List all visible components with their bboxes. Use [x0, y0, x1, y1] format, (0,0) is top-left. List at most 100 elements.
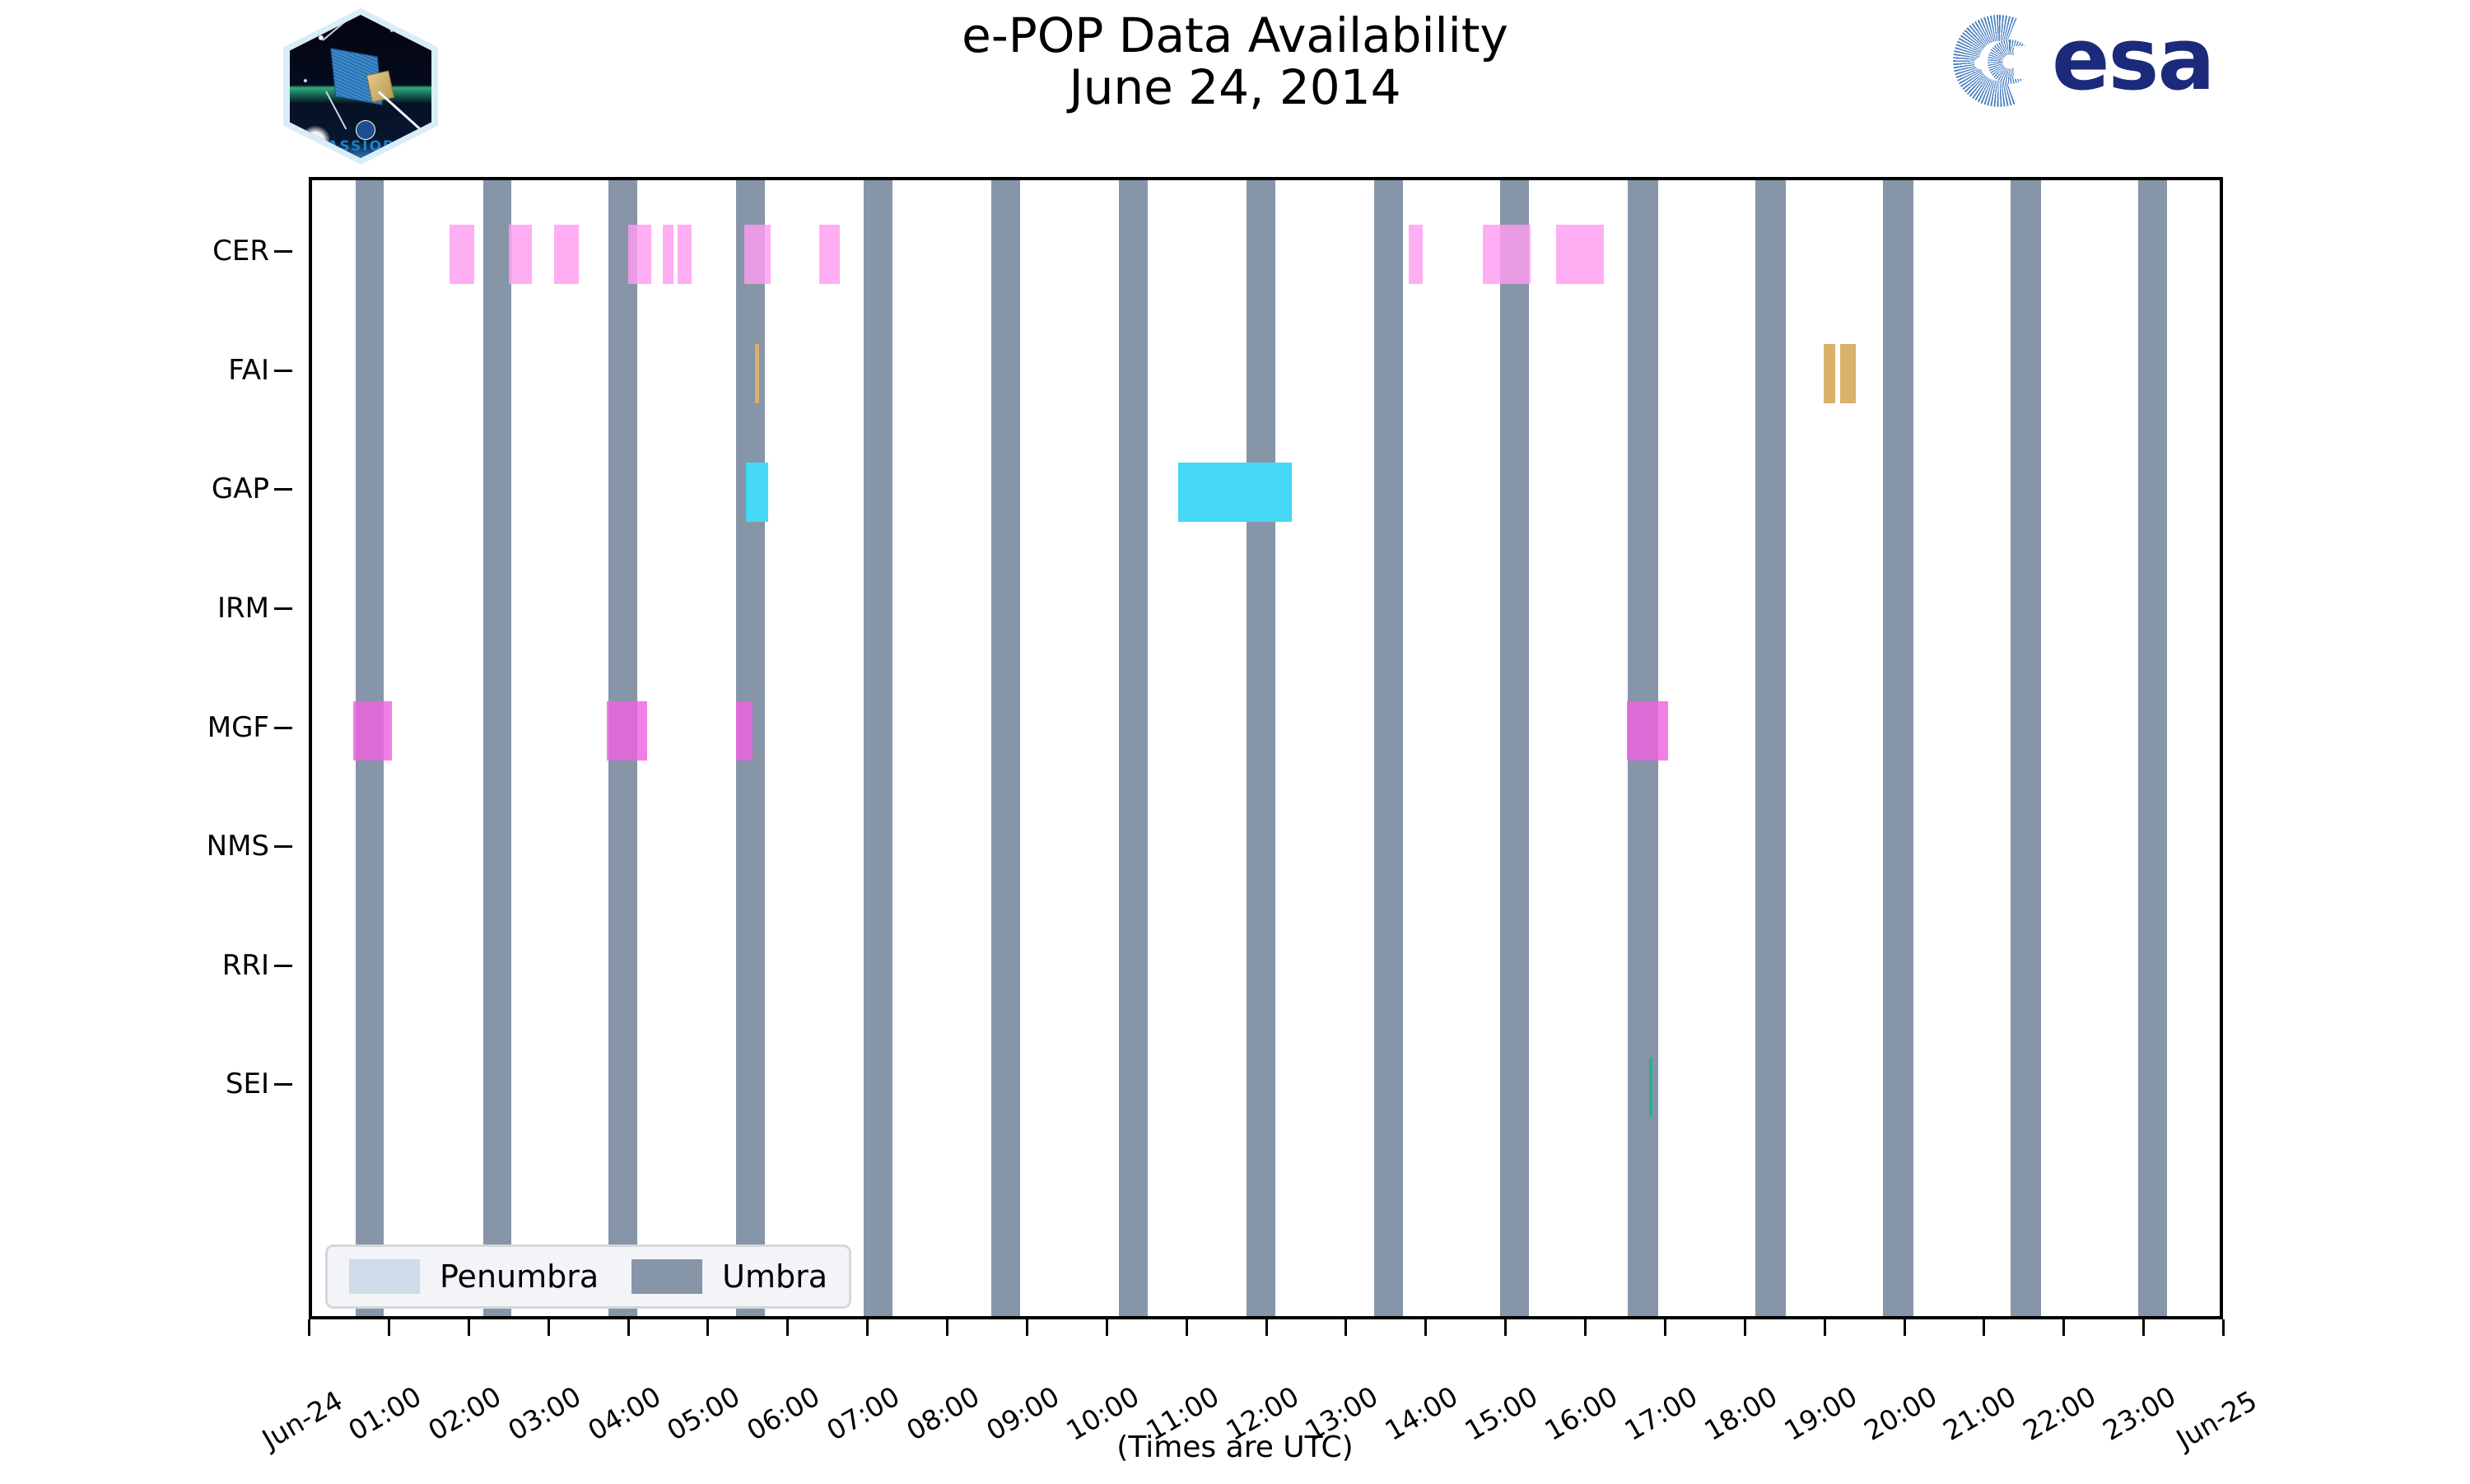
x-tick-mark — [1424, 1319, 1428, 1336]
data-bar-sei — [1648, 1058, 1652, 1118]
data-bar-mgf — [736, 700, 753, 761]
umbra-band — [864, 180, 893, 1316]
legend-item-penumbra: Penumbra — [349, 1258, 599, 1295]
x-tick-mark — [1584, 1319, 1587, 1336]
y-tick-mark — [274, 369, 292, 372]
y-tick-label-sei: SEI — [225, 1068, 269, 1101]
x-tick-mark — [1345, 1319, 1348, 1336]
y-tick-mark — [274, 250, 292, 254]
y-tick-mark — [274, 964, 292, 967]
y-tick-mark — [274, 1083, 292, 1086]
data-bar-cer — [627, 225, 651, 285]
cassiope-logo-text: CASSIOPE — [315, 138, 407, 155]
data-bar-fai — [754, 343, 759, 403]
x-tick-mark — [866, 1319, 869, 1336]
x-tick-mark — [786, 1319, 790, 1336]
data-bar-fai — [1840, 343, 1856, 403]
cassiope-hex-badge: CASSIOPE — [278, 5, 443, 168]
data-bar-mgf — [1626, 700, 1668, 761]
umbra-band — [2011, 180, 2042, 1316]
y-tick-label-mgf: MGF — [207, 710, 269, 744]
y-tick-label-rri: RRI — [221, 948, 269, 982]
esa-emblem-icon — [1951, 13, 2048, 109]
y-tick-label-irm: IRM — [217, 592, 269, 626]
x-tick-mark — [1983, 1319, 1986, 1336]
legend-label-umbra: Umbra — [722, 1258, 828, 1295]
legend: Penumbra Umbra — [325, 1244, 852, 1309]
x-tick-mark — [467, 1319, 470, 1336]
x-tick-mark — [1823, 1319, 1826, 1336]
x-tick-mark — [2062, 1319, 2066, 1336]
y-axis: CER FAI GAP IRM MGF NMS RRI SEI — [0, 177, 309, 1319]
x-tick-mark — [547, 1319, 550, 1336]
plot-area — [309, 177, 2223, 1319]
esa-wordmark: esa — [2052, 9, 2216, 109]
x-axis-label: (Times are UTC) — [1116, 1431, 1354, 1464]
x-tick-mark — [387, 1319, 390, 1336]
data-bar-cer — [449, 225, 474, 285]
y-tick-label-gap: GAP — [211, 472, 269, 506]
data-bar-gap — [746, 463, 769, 523]
x-tick-mark — [1025, 1319, 1028, 1336]
umbra-band — [1374, 180, 1404, 1316]
x-tick-mark — [308, 1319, 310, 1336]
esa-inner-cut — [2014, 46, 2039, 79]
y-tick-mark — [274, 488, 292, 491]
umbra-band — [1119, 180, 1149, 1316]
legend-swatch-umbra — [631, 1259, 703, 1294]
data-bar-cer — [1409, 225, 1423, 285]
y-tick-mark — [274, 845, 292, 849]
x-axis: Jun-24 01:00 02:00 03:00 04:00 05:00 06:00 07:0… — [257, 1319, 2263, 1484]
umbra-band — [1883, 180, 1914, 1316]
data-bar-cer — [819, 225, 841, 285]
umbra-band — [1500, 180, 1530, 1316]
page-header: CASSIOPE e-POP Data Availability June 24… — [0, 0, 2470, 177]
y-tick-mark — [274, 607, 292, 611]
x-tick-mark — [946, 1319, 948, 1336]
x-tick-mark — [1663, 1319, 1666, 1336]
esa-dot-icon — [1974, 58, 1986, 69]
plot-canvas — [312, 180, 2220, 1316]
umbra-band — [483, 180, 512, 1316]
legend-item-umbra: Umbra — [631, 1258, 827, 1295]
x-tick-mark — [2222, 1319, 2225, 1336]
cassiope-logo: CASSIOPE — [278, 5, 443, 168]
y-tick-label-fai: FAI — [228, 353, 269, 387]
x-tick-mark — [1185, 1319, 1188, 1336]
satellite-body-icon — [366, 70, 395, 103]
x-tick-mark — [1265, 1319, 1268, 1336]
x-tick-mark — [1105, 1319, 1108, 1336]
page-title: e-POP Data Availability June 24, 2014 — [576, 10, 1894, 113]
umbra-band — [2138, 180, 2168, 1316]
data-bar-cer — [663, 225, 673, 285]
y-tick-label-nms: NMS — [206, 830, 269, 863]
umbra-band — [1755, 180, 1787, 1316]
x-tick-mark — [2142, 1319, 2146, 1336]
legend-swatch-penumbra — [349, 1259, 420, 1294]
satellite-beam-icon — [378, 91, 425, 133]
legend-label-penumbra: Penumbra — [440, 1258, 599, 1295]
data-bar-cer — [1556, 225, 1605, 285]
y-tick-label-cer: CER — [212, 235, 269, 268]
data-bar-mgf — [353, 700, 392, 761]
data-bar-mgf — [607, 700, 647, 761]
umbra-band — [1247, 180, 1276, 1316]
x-tick-mark — [1504, 1319, 1508, 1336]
data-bar-cer — [677, 225, 692, 285]
data-bar-gap — [1178, 463, 1292, 523]
data-bar-cer — [553, 225, 579, 285]
title-line-1: e-POP Data Availability — [962, 7, 1508, 63]
data-bar-cer — [744, 225, 771, 285]
x-tick-mark — [1903, 1319, 1906, 1336]
data-bar-cer — [1483, 225, 1531, 285]
umbra-band — [991, 180, 1021, 1316]
title-line-2: June 24, 2014 — [1069, 58, 1401, 115]
data-bar-fai — [1823, 343, 1836, 403]
x-tick-mark — [1743, 1319, 1746, 1336]
x-tick-mark — [706, 1319, 710, 1336]
y-tick-mark — [274, 726, 292, 729]
csa-badge-icon — [356, 120, 375, 140]
data-bar-cer — [509, 225, 533, 285]
x-tick-mark — [627, 1319, 630, 1336]
esa-logo: esa — [1951, 12, 2322, 110]
